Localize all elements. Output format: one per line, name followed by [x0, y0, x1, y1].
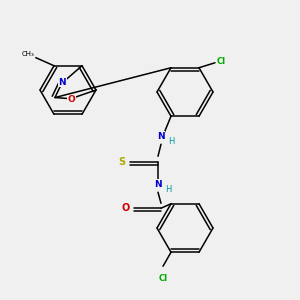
- Text: S: S: [118, 157, 126, 167]
- Text: Cl: Cl: [158, 274, 168, 283]
- Text: CH₃: CH₃: [21, 51, 34, 57]
- Text: H: H: [165, 185, 171, 194]
- Text: N: N: [154, 180, 162, 189]
- Text: H: H: [168, 137, 174, 146]
- Text: N: N: [157, 132, 165, 141]
- Text: N: N: [58, 78, 66, 87]
- Text: O: O: [122, 203, 130, 213]
- Text: O: O: [68, 95, 76, 104]
- Text: Cl: Cl: [217, 57, 226, 66]
